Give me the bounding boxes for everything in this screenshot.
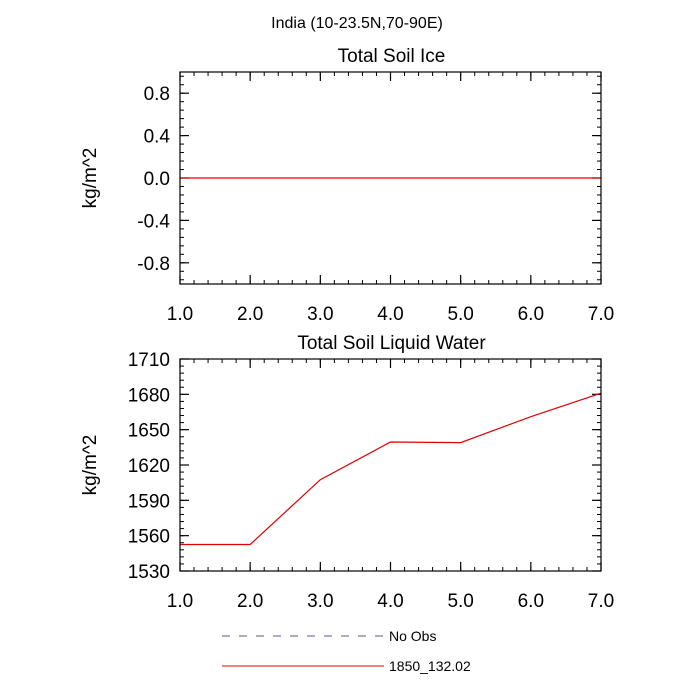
legend-label-1: 1850_132.02 [389,658,471,674]
soil-liquid-y-tick-label: 1560 [128,527,170,548]
soil-ice-y-tick-label: 0.8 [144,84,170,105]
soil-ice-y-tick-label: -0.8 [137,254,170,275]
soil-liquid-x-tick-label: 7.0 [588,591,614,612]
soil-ice-x-tick-label: 2.0 [237,304,263,325]
soil-ice-x-tick-label: 5.0 [447,304,473,325]
soil-liquid-y-tick-label: 1620 [128,456,170,477]
soil-ice-chart-title: Total Soil Ice [338,46,446,67]
soil-liquid-y-tick-label: 1650 [128,421,170,442]
soil-ice-x-tick-label: 6.0 [518,304,544,325]
legend: No Obs 1850_132.02 [222,628,471,674]
soil-liquid-x-tick-label: 6.0 [518,591,544,612]
legend-label-0: No Obs [389,628,436,644]
soil-liquid-x-tick-label: 4.0 [377,591,403,612]
soil-liquid-chart-title: Total Soil Liquid Water [297,333,486,354]
soil-liquid-x-tick-label: 5.0 [447,591,473,612]
soil-ice-x-tick-label: 1.0 [167,304,193,325]
soil-liquid-x-tick-label: 1.0 [167,591,193,612]
soil-ice-x-tick-label: 7.0 [588,304,614,325]
soil-ice-x-tick-label: 4.0 [377,304,403,325]
soil-liquid-y-tick-label: 1530 [128,562,170,583]
soil-ice-y-tick-label: 0.0 [144,169,170,190]
soil-liquid-y-tick-label: 1590 [128,491,170,512]
soil-liquid-x-tick-label: 2.0 [237,591,263,612]
soil-liquid-y-tick-label: 1680 [128,385,170,406]
soil-liquid-water-panel: Total Soil Liquid Water kg/m^2 1.0 2.0 3.0 4.… [80,333,614,612]
soil-ice-plot-frame [179,71,602,285]
soil-liquid-y-axis-label: kg/m^2 [80,435,101,496]
soil-ice-x-tick-label: 3.0 [307,304,333,325]
soil-liquid-series-line [180,392,602,546]
soil-ice-y-axis-label: kg/m^2 [80,148,101,209]
soil-ice-y-tick-label: -0.4 [137,211,170,232]
soil-ice-panel: Total Soil Ice kg/m^2 1.0 2.0 3.0 4.0 5.0 6.0 7.… [80,46,614,325]
figure-title: India (10-23.5N,70-90E) [271,15,443,32]
soil-liquid-y-tick-label: 1710 [128,350,170,371]
soil-liquid-x-tick-label: 3.0 [307,591,333,612]
soil-ice-y-tick-label: 0.4 [144,127,171,148]
soil-liquid-plot-frame [179,358,602,572]
